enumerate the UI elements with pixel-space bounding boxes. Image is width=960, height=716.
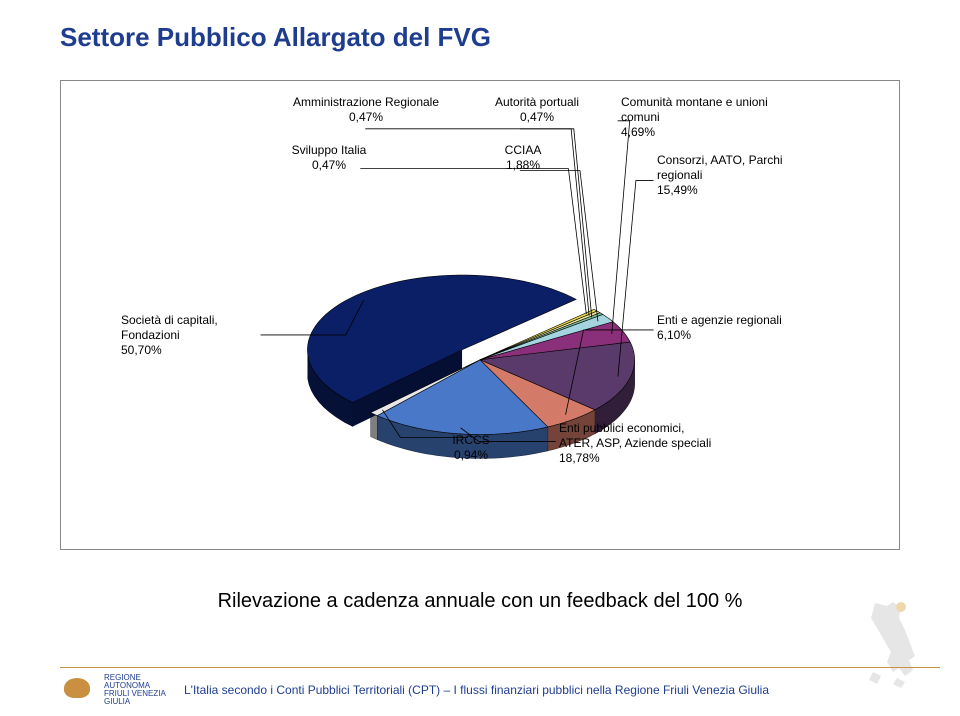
callout-label: Amministrazione Regionale [293, 95, 439, 109]
region-name: REGIONE AUTONOMA FRIULI VENEZIA GIULIA [104, 674, 174, 706]
callout-autorita: Autorità portuali 0,47% [477, 95, 597, 125]
callout-amm-reg: Amministrazione Regionale 0,47% [281, 95, 451, 125]
page-title: Settore Pubblico Allargato del FVG [60, 22, 491, 53]
callout-label: IRCCS [452, 433, 489, 447]
callout-label: Comunità montane e unioni comuni [621, 95, 768, 124]
callout-pct: 0,47% [312, 158, 346, 172]
callout-enti-pubblici: Enti pubblici economici, ATER, ASP, Azie… [559, 421, 769, 466]
callout-pct: 4,69% [621, 125, 655, 139]
pie-chart-frame: Amministrazione Regionale 0,47% Sviluppo… [60, 80, 900, 550]
callout-label: Società di capitali, Fondazioni [121, 313, 218, 342]
callout-enti-agenzie: Enti e agenzie regionali 6,10% [657, 313, 827, 343]
callout-label: Sviluppo Italia [292, 143, 367, 157]
callout-pct: 18,78% [559, 451, 600, 465]
callout-label: Enti e agenzie regionali [657, 313, 782, 327]
region-logo-icon [60, 676, 94, 704]
callout-label: Consorzi, AATO, Parchi regionali [657, 153, 783, 182]
callout-irccs: IRCCS 0,94% [441, 433, 501, 463]
callout-pct: 0,47% [349, 110, 383, 124]
callout-consorzi: Consorzi, AATO, Parchi regionali 15,49% [657, 153, 837, 198]
callout-sviluppo: Sviluppo Italia 0,47% [279, 143, 379, 173]
callout-label: CCIAA [505, 143, 542, 157]
callout-societa: Società di capitali, Fondazioni 50,70% [121, 313, 261, 358]
callout-pct: 50,70% [121, 343, 162, 357]
footer-doc-title: L'Italia secondo i Conti Pubblici Territ… [184, 683, 940, 697]
subtitle: Rilevazione a cadenza annuale con un fee… [0, 590, 960, 613]
callout-pct: 15,49% [657, 183, 698, 197]
callout-label: Autorità portuali [495, 95, 579, 109]
callout-label: Enti pubblici economici, ATER, ASP, Azie… [559, 421, 711, 450]
callout-pct: 0,47% [520, 110, 554, 124]
callout-pct: 1,88% [506, 158, 540, 172]
callout-comunita: Comunità montane e unioni comuni 4,69% [621, 95, 821, 140]
callout-cciaa: CCIAA 1,88% [493, 143, 553, 173]
callout-pct: 0,94% [454, 448, 488, 462]
footer: REGIONE AUTONOMA FRIULI VENEZIA GIULIA L… [60, 667, 940, 706]
callout-pct: 6,10% [657, 328, 691, 342]
